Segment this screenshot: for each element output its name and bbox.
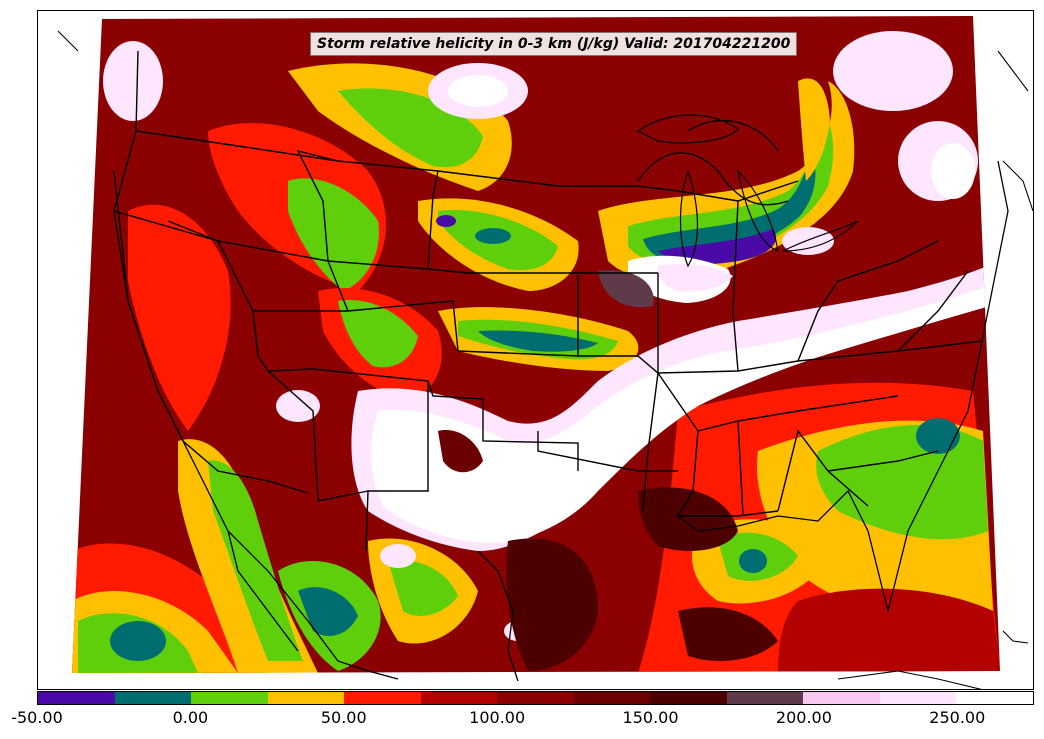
colorbar-tick-label: 0.00 — [172, 708, 209, 727]
helicity-map — [57, 16, 1033, 689]
colorbar — [37, 691, 1034, 705]
colorbar-segment — [497, 692, 574, 704]
colorbar-tick-labels: -50.00 0.00 50.00 100.00 150.00 200.00 250.00 — [0, 708, 1044, 732]
map-frame: Storm relative helicity in 0-3 km (J/kg)… — [37, 10, 1034, 690]
colorbar-tick-label: 250.00 — [929, 708, 986, 727]
colorbar-segment — [803, 692, 880, 704]
colorbar-segment — [956, 692, 1033, 704]
colorbar-segment — [267, 692, 345, 704]
outer-coastlines — [57, 30, 1033, 689]
colorbar-segment — [879, 692, 957, 704]
colorbar-tick-label: -50.00 — [11, 708, 63, 727]
colorbar-segment — [420, 692, 498, 704]
colorbar-tick-label: 100.00 — [469, 708, 526, 727]
colorbar-segment — [38, 692, 115, 704]
colorbar-segment — [726, 692, 804, 704]
colorbar-segment — [114, 692, 192, 704]
coastlines — [113, 119, 1009, 682]
colorbar-segment — [573, 692, 651, 704]
helicity-field — [72, 31, 1000, 673]
map-title: Storm relative helicity in 0-3 km (J/kg)… — [310, 32, 798, 56]
colorbar-tick-label: 200.00 — [775, 708, 832, 727]
colorbar-segment — [344, 692, 421, 704]
colorbar-segment — [191, 692, 268, 704]
colorbar-tick-label: 50.00 — [320, 708, 367, 727]
great-lakes — [636, 114, 859, 268]
colorbar-tick-label: 150.00 — [622, 708, 679, 727]
colorbar-segment — [650, 692, 727, 704]
